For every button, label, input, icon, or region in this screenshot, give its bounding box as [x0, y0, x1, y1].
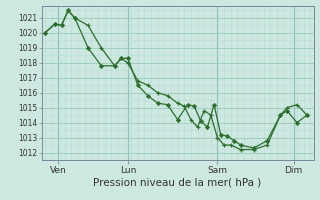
X-axis label: Pression niveau de la mer( hPa ): Pression niveau de la mer( hPa ) — [93, 177, 262, 187]
